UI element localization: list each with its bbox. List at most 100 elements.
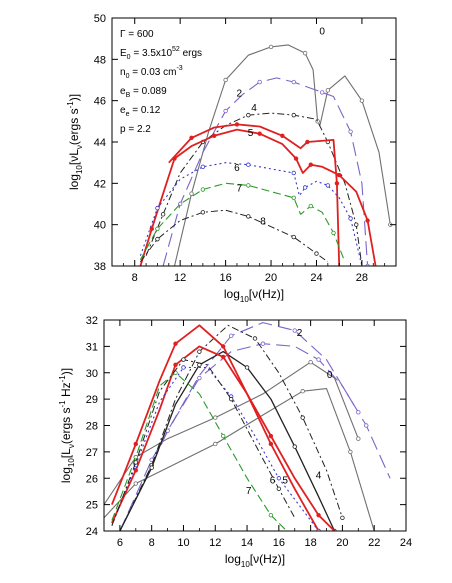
- data-point: [359, 98, 365, 103]
- data-point: [223, 108, 228, 114]
- curve-label: 7: [236, 184, 242, 195]
- data-point: [291, 112, 296, 118]
- x-tick-label: 8: [149, 537, 155, 549]
- data-point: [181, 365, 186, 370]
- series-line-3: [145, 112, 363, 266]
- data-point: [257, 79, 262, 85]
- y-tick-label: 40: [94, 220, 106, 232]
- data-point: [223, 77, 228, 83]
- x-tick-label: 6: [117, 537, 123, 549]
- data-point: [364, 423, 369, 428]
- data-point: [189, 191, 194, 196]
- data-point: [268, 512, 274, 518]
- series-line-1: [104, 361, 359, 505]
- data-point: [268, 44, 274, 50]
- data-point: [340, 515, 345, 521]
- data-point: [200, 210, 206, 215]
- data-point: [325, 88, 331, 93]
- data-point: [252, 336, 258, 341]
- y-tick-label: 31: [86, 341, 98, 353]
- y-tick-label: 46: [94, 96, 106, 108]
- data-point: [260, 341, 266, 346]
- y-tick-label: 27: [86, 447, 98, 459]
- data-point: [316, 357, 321, 362]
- data-point: [331, 230, 336, 236]
- data-point: [268, 441, 274, 447]
- y-axis-label: log10[Lν(ergs s-1 Hz-1)]: [58, 368, 76, 483]
- data-point: [291, 79, 296, 85]
- data-point: [133, 460, 138, 465]
- curve-label: 2: [236, 89, 242, 100]
- curve-label: 5: [282, 476, 288, 487]
- curve-label: 8: [260, 217, 266, 228]
- data-point: [291, 195, 296, 200]
- y-tick-label: 26: [86, 473, 98, 485]
- curve-label: 7: [246, 486, 252, 497]
- x-tick-label: 14: [241, 537, 253, 549]
- data-point: [246, 183, 251, 188]
- plot-frame: [103, 319, 407, 532]
- data-point: [181, 357, 186, 362]
- series-line-8: [139, 209, 329, 263]
- x-tick-label: 24: [310, 272, 322, 284]
- data-point: [155, 226, 160, 231]
- data-point: [356, 410, 361, 415]
- plot-area: [104, 322, 391, 531]
- series-line-9: [111, 372, 288, 531]
- data-point: [212, 133, 217, 138]
- data-point: [234, 122, 240, 127]
- series-line-2: [162, 77, 369, 266]
- x-tick-label: 20: [265, 272, 277, 284]
- y-tick-label: 30: [86, 368, 98, 380]
- curve-label: 0: [319, 27, 325, 38]
- y-axis-label: log10[νLν(ergs s-1)]: [66, 94, 84, 190]
- data-point: [133, 441, 138, 447]
- curve-label: 4: [316, 470, 322, 481]
- data-point: [155, 236, 160, 242]
- param-eB: eB = 0.089: [120, 86, 167, 99]
- data-point: [291, 234, 296, 240]
- data-point: [356, 436, 361, 441]
- y-tick-label: 38: [94, 261, 106, 273]
- data-point: [213, 415, 218, 420]
- x-tick-label: 12: [174, 272, 186, 284]
- series-line-4: [139, 128, 377, 266]
- data-point: [246, 162, 251, 167]
- data-point: [291, 170, 296, 176]
- data-point: [197, 375, 202, 381]
- series-line-0: [173, 44, 321, 266]
- series-line-2: [119, 343, 391, 531]
- x-axis-label: log10[ν(Hz)]: [225, 552, 285, 569]
- data-point: [305, 139, 310, 145]
- x-tick-label: 22: [368, 537, 380, 549]
- data-point: [160, 212, 166, 217]
- param-density: n0 = 0.03 cm-3: [120, 65, 183, 80]
- data-point: [133, 454, 138, 460]
- data-point: [348, 449, 353, 455]
- curve-label: 5: [248, 128, 254, 139]
- data-point: [280, 133, 285, 138]
- series-line-10: [111, 359, 296, 526]
- data-point: [149, 465, 154, 470]
- data-point: [365, 218, 370, 223]
- curve-label: 6: [234, 163, 240, 174]
- chart-2: 6 8 10 12 14 16 18 20 22 242425262728293031322045…: [58, 315, 412, 569]
- data-point: [246, 112, 251, 118]
- series-line-8: [111, 366, 320, 531]
- x-axis-label: log10[ν(Hz)]: [224, 287, 284, 304]
- data-point: [221, 354, 226, 360]
- x-tick-label: 16: [219, 272, 231, 284]
- x-tick-label: 18: [305, 537, 317, 549]
- data-point: [316, 512, 321, 518]
- y-tick-label: 28: [86, 421, 98, 433]
- y-tick-label: 50: [94, 13, 106, 25]
- data-point: [213, 441, 218, 447]
- chart-1: 8 12 16 20 24 28 38 40 42 44 46 48 50 0 24 5 6 7 8 log10[ν(…: [66, 13, 397, 304]
- x-tick-label: 16: [273, 537, 285, 549]
- data-point: [221, 344, 226, 349]
- curve-label: 0: [327, 370, 333, 381]
- series-line-7: [111, 324, 320, 531]
- x-tick-label: 20: [336, 537, 348, 549]
- data-point: [173, 362, 178, 368]
